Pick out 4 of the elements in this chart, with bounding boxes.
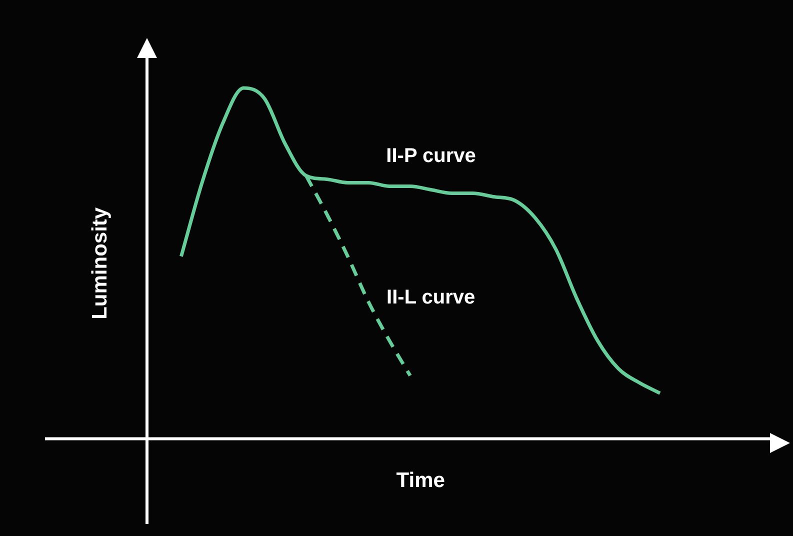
x-axis-title: Time (396, 469, 445, 492)
series-label: II-P curve (386, 145, 476, 168)
series-label: II-L curve (386, 286, 476, 309)
y-axis-title: Luminosity (88, 207, 112, 320)
